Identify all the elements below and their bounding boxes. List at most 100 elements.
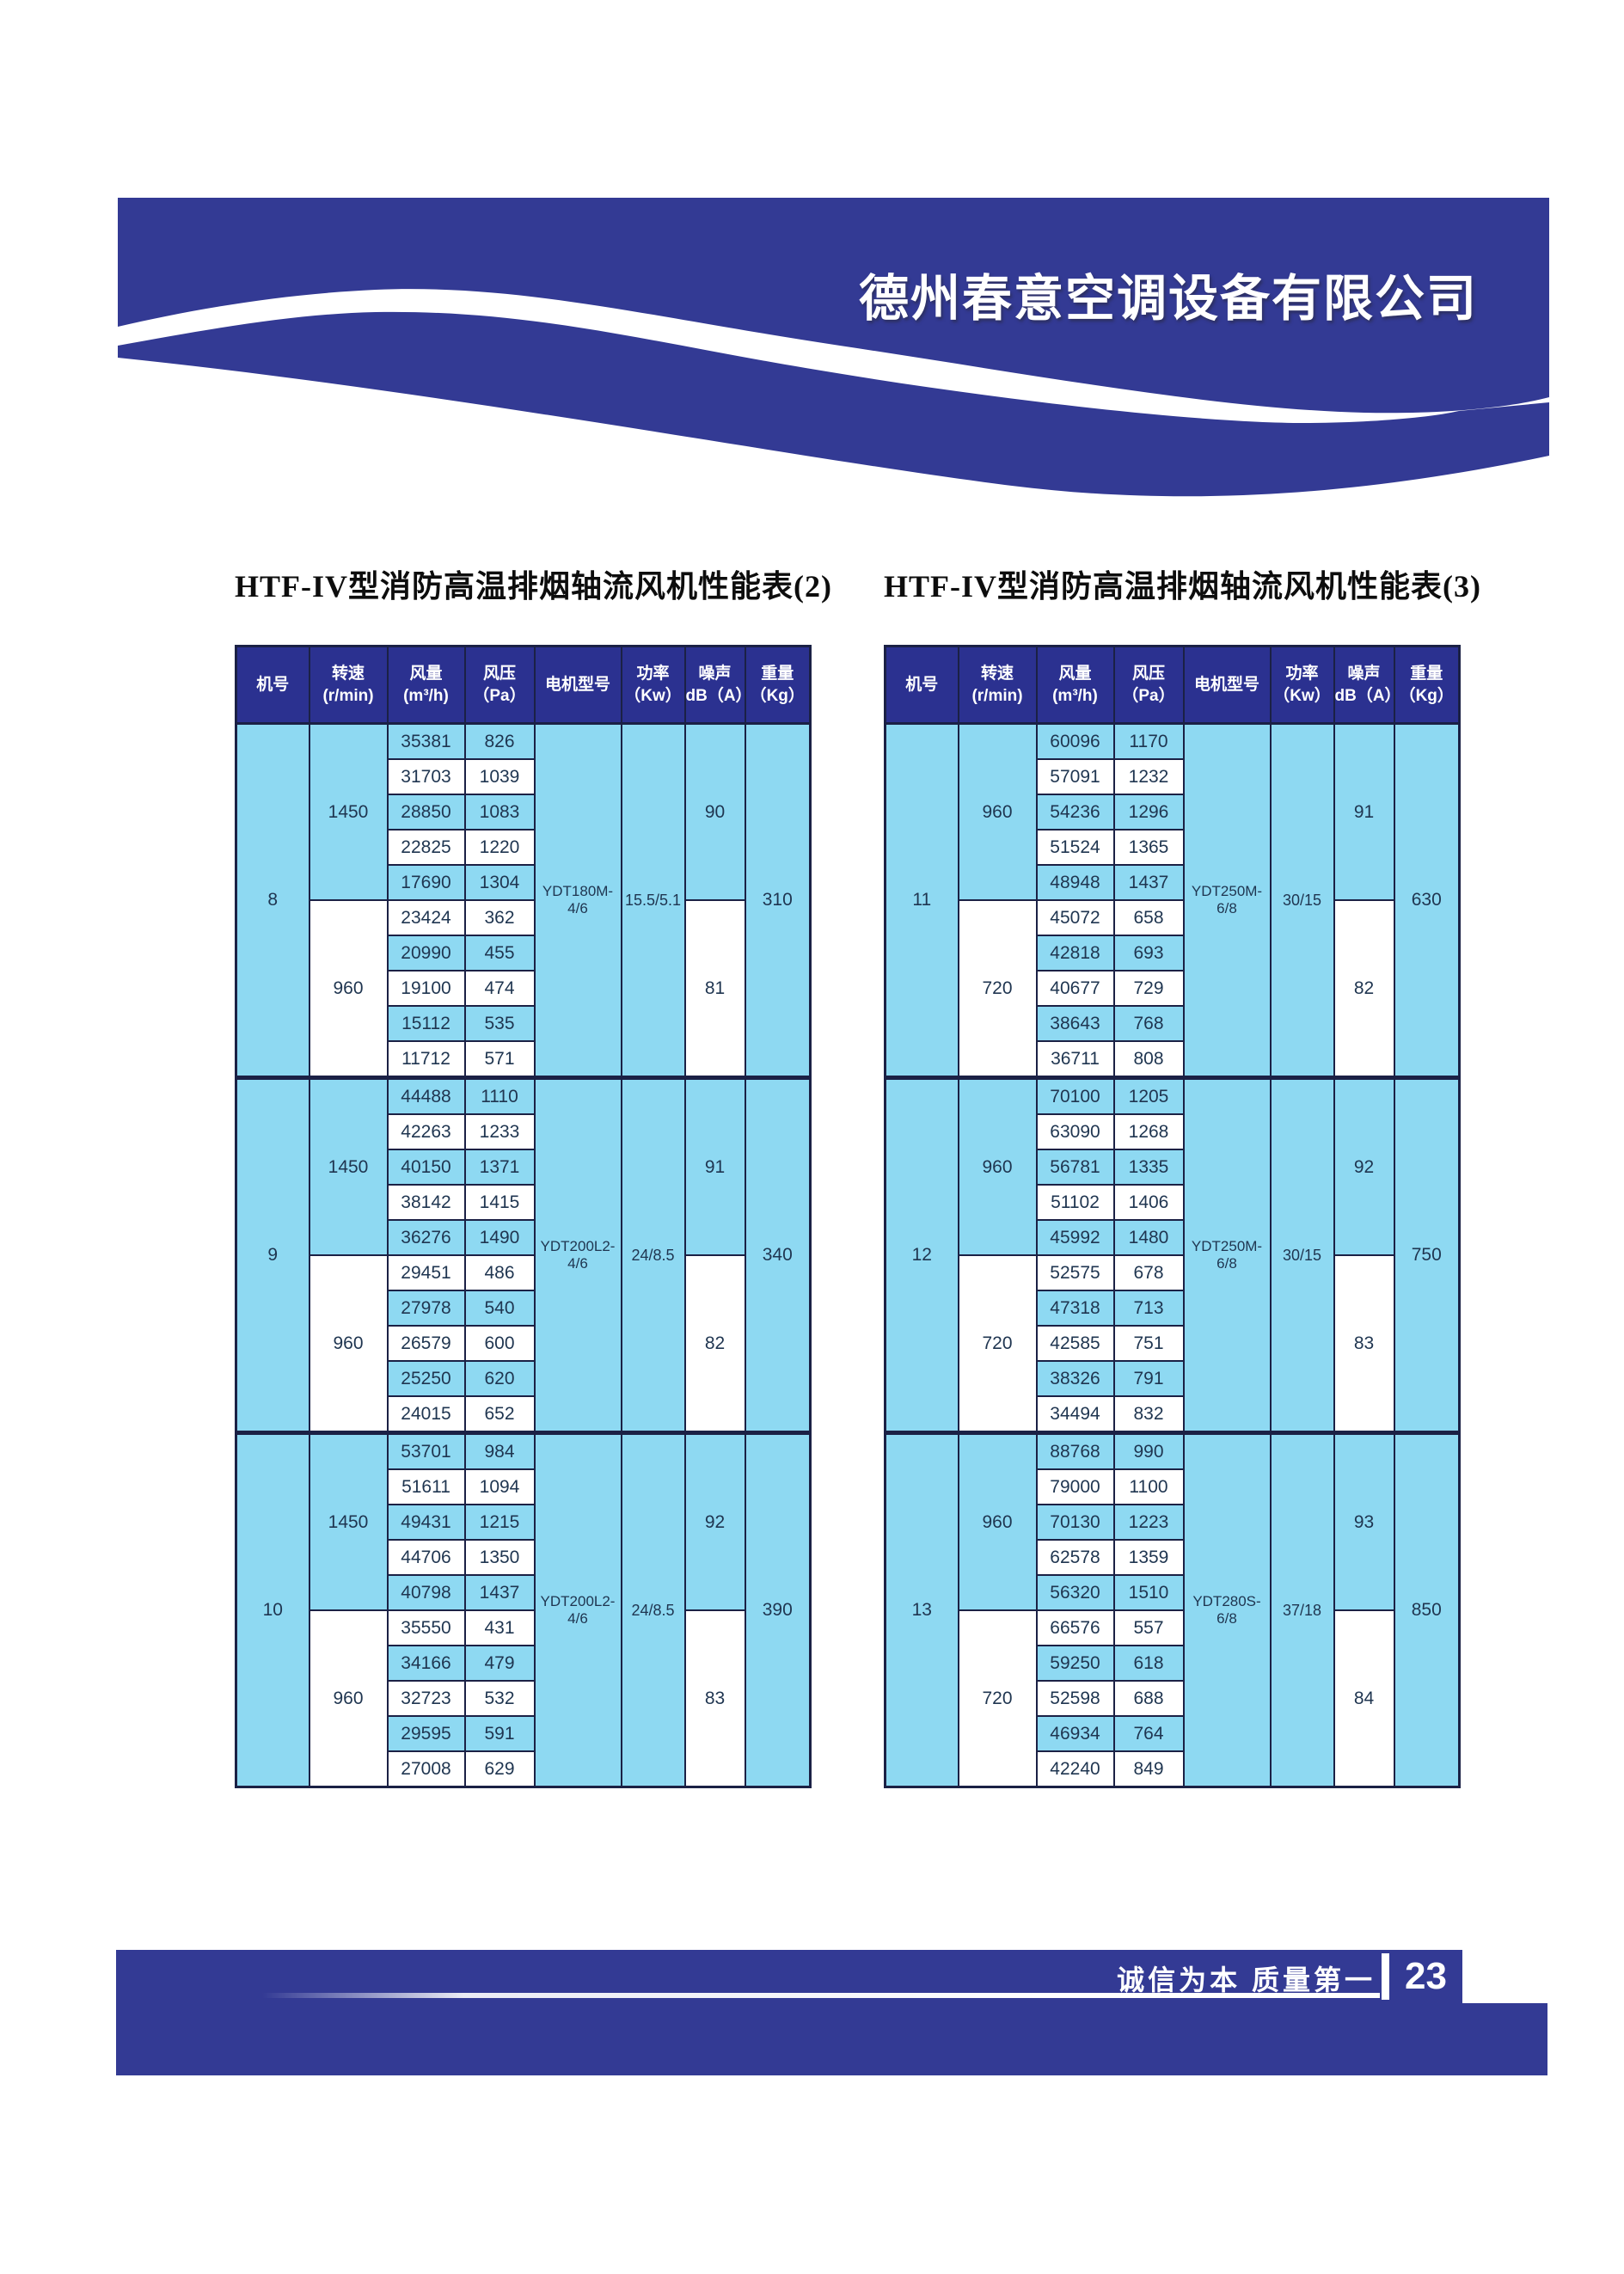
pressure-cell: 652 xyxy=(463,1395,536,1434)
pressure-cell: 984 xyxy=(463,1431,536,1470)
col-header-pressure: 风压 （Pa） xyxy=(463,645,536,725)
airflow-cell: 23424 xyxy=(386,899,466,936)
rpm-cell: 720 xyxy=(957,899,1038,1079)
pressure-cell: 431 xyxy=(463,1609,536,1646)
table-row: 34166 479 xyxy=(236,1645,811,1682)
airflow-cell: 26579 xyxy=(386,1325,466,1362)
airflow-cell: 35381 xyxy=(386,722,466,760)
power-cell: 15.5/5.1 xyxy=(620,722,686,1079)
airflow-cell: 38643 xyxy=(1035,1005,1115,1042)
table-row: 57091 1232 xyxy=(886,758,1460,795)
footer-separator xyxy=(1382,1953,1389,2000)
motor-cell: YDT250M-6/8 xyxy=(1182,1076,1272,1434)
table-row: 34494 832 xyxy=(886,1395,1460,1434)
table-row: 720 52575 678 83 xyxy=(886,1254,1460,1434)
table-row: 48948 1437 xyxy=(886,864,1460,901)
performance-table-2: 机号 转速(r/min) 风量 (m³/h) 风压 （Pa） 电机型号 功率 （Kw）… xyxy=(235,645,812,1788)
airflow-cell: 42263 xyxy=(386,1113,466,1150)
pressure-cell: 557 xyxy=(1112,1609,1185,1646)
airflow-cell: 11712 xyxy=(386,1040,466,1079)
table-row: 11712 571 xyxy=(236,1040,811,1079)
airflow-cell: 63090 xyxy=(1035,1113,1115,1150)
motor-cell: YDT280S-6/8 xyxy=(1182,1431,1272,1788)
airflow-cell: 62578 xyxy=(1035,1539,1115,1576)
pressure-cell: 535 xyxy=(463,1005,536,1042)
rpm-cell: 960 xyxy=(957,1076,1038,1256)
motor-cell: YDT200L2-4/6 xyxy=(533,1076,622,1434)
airflow-cell: 27008 xyxy=(386,1750,466,1788)
noise-cell: 90 xyxy=(683,722,746,901)
rpm-cell: 960 xyxy=(308,899,389,1079)
noise-cell: 84 xyxy=(1333,1609,1395,1788)
pressure-cell: 693 xyxy=(1112,935,1185,972)
table-row: 70130 1223 xyxy=(886,1504,1460,1541)
airflow-cell: 51102 xyxy=(1035,1184,1115,1221)
pressure-cell: 1220 xyxy=(463,829,536,866)
table-row: 36711 808 xyxy=(886,1040,1460,1079)
airflow-cell: 40798 xyxy=(386,1574,466,1611)
pressure-cell: 1437 xyxy=(463,1574,536,1611)
table-row: 42263 1233 xyxy=(236,1113,811,1150)
pressure-cell: 1359 xyxy=(1112,1539,1185,1576)
airflow-cell: 57091 xyxy=(1035,758,1115,795)
col-header-airflow: 风量 (m³/h) xyxy=(386,645,466,725)
airflow-cell: 38326 xyxy=(1035,1360,1115,1397)
pressure-cell: 600 xyxy=(463,1325,536,1362)
airflow-cell: 28850 xyxy=(386,794,466,831)
table-title-2: HTF-IV型消防高温排烟轴流风机性能表(2) xyxy=(235,569,832,604)
pressure-cell: 1094 xyxy=(463,1468,536,1505)
pressure-cell: 1170 xyxy=(1112,722,1185,760)
table-row: 19100 474 xyxy=(236,970,811,1007)
table-row: 42585 751 xyxy=(886,1325,1460,1362)
pressure-cell: 620 xyxy=(463,1360,536,1397)
table-row: 29595 591 xyxy=(236,1715,811,1752)
power-cell: 30/15 xyxy=(1269,722,1335,1079)
noise-cell: 81 xyxy=(683,899,746,1079)
table-body: 8 1450 35381 826 YDT180M-4/6 15.5/5.1 90 310 317… xyxy=(235,722,812,1788)
airflow-cell: 52598 xyxy=(1035,1680,1115,1717)
airflow-cell: 40677 xyxy=(1035,970,1115,1007)
pressure-cell: 1268 xyxy=(1112,1113,1185,1150)
pressure-cell: 1371 xyxy=(463,1149,536,1186)
table-row: 12 960 70100 1205 YDT250M-6/8 30/15 92 750 xyxy=(884,1076,1461,1434)
pressure-cell: 362 xyxy=(463,899,536,936)
noise-cell: 83 xyxy=(683,1609,746,1788)
table-row: 26579 600 xyxy=(236,1325,811,1362)
col-header-motor: 电机型号 xyxy=(1182,645,1272,725)
model-cell: 12 xyxy=(884,1076,959,1434)
col-header-airflow: 风量 (m³/h) xyxy=(1035,645,1115,725)
rpm-cell: 720 xyxy=(957,1254,1038,1434)
pressure-cell: 474 xyxy=(463,970,536,1007)
pressure-cell: 713 xyxy=(1112,1290,1185,1327)
airflow-cell: 31703 xyxy=(386,758,466,795)
airflow-cell: 49431 xyxy=(386,1504,466,1541)
model-cell: 13 xyxy=(884,1431,959,1788)
airflow-cell: 56320 xyxy=(1035,1574,1115,1611)
pressure-cell: 849 xyxy=(1112,1750,1185,1788)
airflow-cell: 42585 xyxy=(1035,1325,1115,1362)
airflow-cell: 47318 xyxy=(1035,1290,1115,1327)
airflow-cell: 44488 xyxy=(386,1076,466,1115)
airflow-cell: 45072 xyxy=(1035,899,1115,936)
table-row: 10 1450 53701 984 YDT200L2-4/6 24/8.5 92 390 xyxy=(235,1431,812,1788)
page-number: 23 xyxy=(1405,1955,1447,1997)
table-row: 31703 1039 xyxy=(236,758,811,795)
footer-corner-notch xyxy=(1462,1943,1547,2003)
pressure-cell: 1205 xyxy=(1112,1076,1185,1115)
airflow-cell: 34166 xyxy=(386,1645,466,1682)
airflow-cell: 17690 xyxy=(386,864,466,901)
weight-cell: 340 xyxy=(744,1076,812,1434)
header-banner: 德州春意空调设备有限公司 xyxy=(118,198,1549,512)
table-row: 47318 713 xyxy=(886,1290,1460,1327)
airflow-cell: 34494 xyxy=(1035,1395,1115,1434)
table-row: 51524 1365 xyxy=(886,829,1460,866)
pressure-cell: 540 xyxy=(463,1290,536,1327)
airflow-cell: 44706 xyxy=(386,1539,466,1576)
airflow-cell: 24015 xyxy=(386,1395,466,1434)
pressure-cell: 1232 xyxy=(1112,758,1185,795)
header-row: 机号 转速(r/min) 风量 (m³/h) 风压 （Pa） 电机型号 功率 （Kw）… xyxy=(235,645,812,725)
airflow-cell: 25250 xyxy=(386,1360,466,1397)
pressure-cell: 768 xyxy=(1112,1005,1185,1042)
pressure-cell: 1490 xyxy=(463,1219,536,1256)
